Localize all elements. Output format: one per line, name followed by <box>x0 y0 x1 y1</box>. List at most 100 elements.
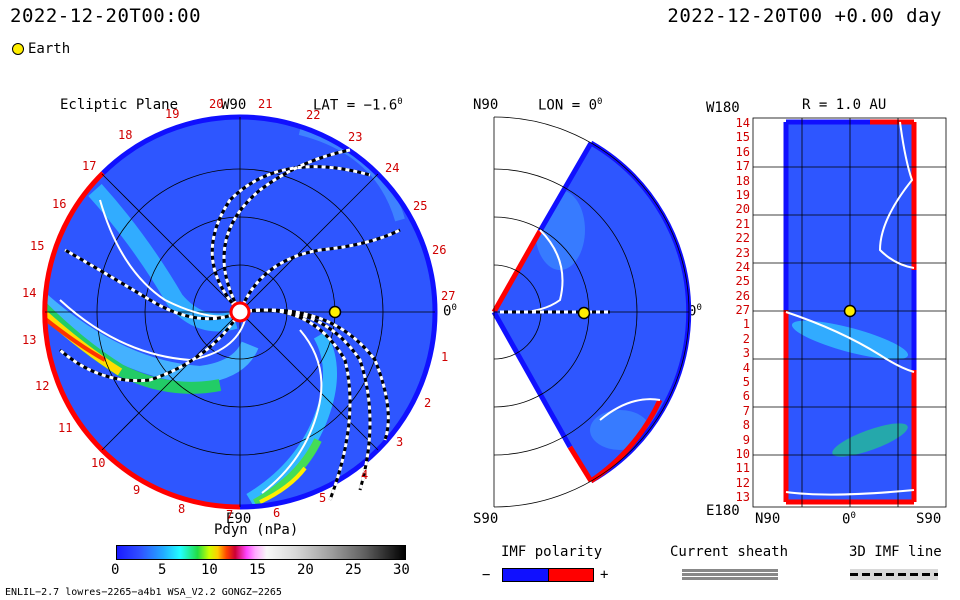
ecliptic-right-label: 00 <box>443 303 457 320</box>
radial-y-label: 27 <box>735 303 750 318</box>
colorbar-tick: 30 <box>393 562 410 578</box>
earth-marker-icon <box>577 306 591 320</box>
meridional-top-left: N90 <box>473 97 499 113</box>
right-timestamp: 2022-12-20T00 +0.00 day <box>667 5 942 27</box>
radial-r-label: R = 1.0 AU <box>802 97 887 113</box>
radial-y-label: 25 <box>735 274 750 289</box>
ring-number: 6 <box>273 506 281 520</box>
radial-y-label: 24 <box>735 259 750 274</box>
colorbar <box>116 545 406 560</box>
imf-line-swatch <box>850 569 938 580</box>
colorbar-tick: 10 <box>201 562 218 578</box>
radial-y-label: 26 <box>735 288 750 303</box>
imf-line-title: 3D IMF line <box>849 544 942 560</box>
ring-number: 18 <box>118 128 133 142</box>
radial-y-label: 13 <box>735 490 750 505</box>
ring-number: 16 <box>52 197 67 211</box>
radial-y-label: 3 <box>742 346 750 361</box>
ring-number: 15 <box>30 239 45 253</box>
ring-number: 8 <box>178 502 186 516</box>
ecliptic-title: Ecliptic Plane <box>60 97 179 113</box>
colorbar-tick: 20 <box>297 562 314 578</box>
ring-number: 2 <box>424 396 432 410</box>
imf-plus-label: + <box>600 567 609 583</box>
earth-legend-label: Earth <box>28 41 71 57</box>
ring-number: 22 <box>306 108 321 122</box>
colorbar-tick: 15 <box>249 562 266 578</box>
earth-marker-icon <box>12 43 24 55</box>
ring-number: 4 <box>361 468 369 482</box>
colorbar-tick: 0 <box>111 562 120 578</box>
current-sheath-swatch <box>682 569 778 580</box>
ecliptic-bottom-label: E90 <box>226 511 252 527</box>
ring-number: 26 <box>432 243 447 257</box>
radial-y-label: 23 <box>735 245 750 260</box>
colorbar-tick: 5 <box>158 562 167 578</box>
radial-y-label: 22 <box>735 231 750 246</box>
radial-corner-top: W180 <box>706 100 740 116</box>
radial-y-label: 14 <box>735 116 750 130</box>
radial-y-label: 20 <box>735 202 750 217</box>
radial-y-label: 9 <box>742 432 750 447</box>
radial-y-label: 8 <box>742 418 750 433</box>
imf-polarity-title: IMF polarity <box>501 544 603 560</box>
ring-number: 9 <box>133 483 141 497</box>
ring-number: 10 <box>91 456 106 470</box>
ring-number: 23 <box>348 130 363 144</box>
earth-marker-icon <box>843 304 857 318</box>
radial-y-label: 4 <box>742 360 750 375</box>
ecliptic-top-label: W90 <box>221 97 247 113</box>
ring-number: 24 <box>385 161 400 175</box>
radial-y-label: 12 <box>735 475 750 490</box>
ring-number: 25 <box>413 199 428 213</box>
radial-y-label: 16 <box>735 144 750 159</box>
current-sheath-title: Current sheath <box>670 544 789 560</box>
ring-number: 3 <box>396 435 404 449</box>
ring-number: 12 <box>35 379 50 393</box>
radial-y-label: 19 <box>735 187 750 202</box>
ring-number: 5 <box>319 491 327 505</box>
radial-x-right: S90 <box>916 511 942 527</box>
colorbar-title: Pdyn (nPa) <box>214 522 299 538</box>
radial-y-label: 5 <box>742 375 750 390</box>
ring-number: 21 <box>258 97 273 111</box>
ring-number: 11 <box>58 421 73 435</box>
earth-legend: Earth <box>12 41 70 57</box>
colorbar-tick: 25 <box>345 562 362 578</box>
ring-number: 27 <box>441 289 456 303</box>
radial-y-label: 11 <box>735 461 750 476</box>
left-timestamp: 2022-12-20T00:00 <box>10 5 202 27</box>
footer-run-info: ENLIL−2.7 lowres−2265−a4b1 WSA_V2.2 GONG… <box>5 587 282 598</box>
ring-number: 13 <box>22 333 37 347</box>
imf-negative-swatch <box>502 568 549 582</box>
radial-y-label: 2 <box>742 331 750 346</box>
imf-minus-label: − <box>482 567 491 583</box>
radial-corner-bottom: E180 <box>706 503 740 519</box>
ring-number: 20 <box>209 97 224 111</box>
ring-number: 17 <box>82 159 97 173</box>
radial-y-label: 7 <box>742 403 750 418</box>
sun-marker-icon <box>229 301 251 323</box>
radial-x-mid: 00 <box>842 511 856 528</box>
meridional-bottom-left: S90 <box>473 511 499 527</box>
radial-x-left: N90 <box>755 511 781 527</box>
radial-y-label: 21 <box>735 216 750 231</box>
radial-y-label: 15 <box>735 130 750 145</box>
ring-number: 19 <box>165 107 180 121</box>
radial-y-axis: 14 15 16 17 18 19 20 21 22 23 24 25 26 2… <box>728 117 750 506</box>
radial-y-label: 1 <box>742 317 750 332</box>
meridional-lon-label: LON = 00 <box>538 97 603 114</box>
ring-number: 1 <box>441 350 449 364</box>
earth-marker-icon <box>328 305 342 319</box>
radial-y-label: 17 <box>735 159 750 174</box>
ring-number: 7 <box>226 508 234 522</box>
radial-y-label: 18 <box>735 173 750 188</box>
radial-y-label: 10 <box>735 446 750 461</box>
imf-positive-swatch <box>548 568 594 582</box>
meridional-right-label: 00 <box>688 303 702 320</box>
ring-number: 14 <box>22 286 37 300</box>
radial-y-label: 6 <box>742 389 750 404</box>
